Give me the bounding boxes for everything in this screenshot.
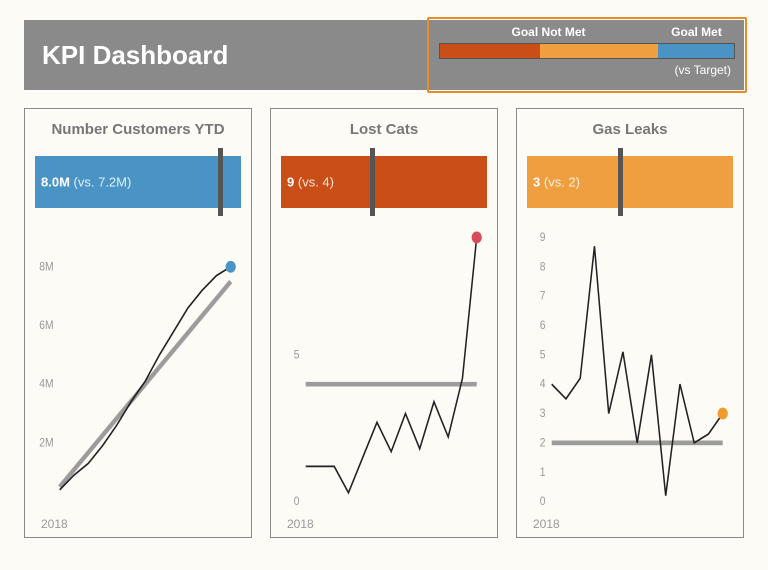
legend-seg-1 bbox=[540, 44, 658, 58]
legend-sub-label: (vs Target) bbox=[439, 63, 735, 77]
svg-text:8: 8 bbox=[540, 261, 546, 274]
card-lost-cats: Lost Cats 9 (vs. 4) 05 2018 bbox=[270, 108, 498, 538]
bullet-target-customers bbox=[218, 148, 223, 216]
svg-text:3: 3 bbox=[540, 407, 546, 420]
dashboard-header: KPI Dashboard Goal Not Met Goal Met (vs … bbox=[24, 20, 744, 90]
sparkline-gas-leaks: 0 1 2 3 4 5 6 7 8 9 bbox=[527, 228, 733, 511]
bullet-lost-cats: 9 (vs. 4) bbox=[281, 156, 487, 208]
legend-seg-2 bbox=[658, 44, 734, 58]
bullet-target-lost-cats bbox=[370, 148, 375, 216]
legend-labels: Goal Not Met Goal Met bbox=[439, 25, 735, 39]
year-lost-cats: 2018 bbox=[287, 517, 487, 531]
legend-seg-0 bbox=[440, 44, 540, 58]
bullet-vs-customers: (vs. 7.2M) bbox=[74, 175, 132, 190]
svg-text:9: 9 bbox=[540, 231, 546, 244]
svg-text:2M: 2M bbox=[39, 437, 53, 450]
page-title: KPI Dashboard bbox=[42, 40, 228, 71]
svg-text:0: 0 bbox=[540, 496, 546, 509]
svg-text:6: 6 bbox=[540, 319, 546, 332]
year-gas-leaks: 2018 bbox=[533, 517, 733, 531]
card-gas-leaks: Gas Leaks 3 (vs. 2) 0 1 2 3 4 5 6 7 8 9 2018 bbox=[516, 108, 744, 538]
svg-text:5: 5 bbox=[294, 349, 300, 362]
bullet-text-customers: 8.0M (vs. 7.2M) bbox=[41, 175, 131, 190]
bullet-value-gas-leaks: 3 bbox=[533, 175, 540, 190]
bullet-vs-gas-leaks: (vs. 2) bbox=[544, 175, 580, 190]
legend-not-met-label: Goal Not Met bbox=[439, 25, 658, 39]
svg-text:4: 4 bbox=[540, 378, 546, 391]
bullet-value-customers: 8.0M bbox=[41, 175, 70, 190]
svg-text:0: 0 bbox=[294, 496, 300, 509]
bullet-text-gas-leaks: 3 (vs. 2) bbox=[533, 175, 580, 190]
legend-box: Goal Not Met Goal Met (vs Target) bbox=[427, 17, 747, 93]
svg-text:4M: 4M bbox=[39, 378, 53, 391]
svg-text:8M: 8M bbox=[39, 261, 53, 274]
cards-row: Number Customers YTD 8.0M (vs. 7.2M) 2M 4… bbox=[24, 108, 744, 538]
bullet-target-gas-leaks bbox=[618, 148, 623, 216]
bullet-vs-lost-cats: (vs. 4) bbox=[298, 175, 334, 190]
card-title-customers: Number Customers YTD bbox=[35, 121, 241, 138]
bullet-value-lost-cats: 9 bbox=[287, 175, 294, 190]
bullet-text-lost-cats: 9 (vs. 4) bbox=[287, 175, 334, 190]
card-title-lost-cats: Lost Cats bbox=[281, 121, 487, 138]
svg-text:6M: 6M bbox=[39, 319, 53, 332]
sparkline-lost-cats: 05 bbox=[281, 228, 487, 511]
card-title-gas-leaks: Gas Leaks bbox=[527, 121, 733, 138]
svg-text:5: 5 bbox=[540, 349, 546, 362]
bullet-customers: 8.0M (vs. 7.2M) bbox=[35, 156, 241, 208]
bullet-gas-leaks: 3 (vs. 2) bbox=[527, 156, 733, 208]
card-customers: Number Customers YTD 8.0M (vs. 7.2M) 2M 4… bbox=[24, 108, 252, 538]
year-customers: 2018 bbox=[41, 517, 241, 531]
svg-text:7: 7 bbox=[540, 290, 546, 303]
legend-met-label: Goal Met bbox=[658, 25, 735, 39]
svg-text:2: 2 bbox=[540, 437, 546, 450]
legend-bar bbox=[439, 43, 735, 59]
sparkline-customers: 2M 4M 6M 8M bbox=[35, 228, 241, 511]
svg-text:1: 1 bbox=[540, 466, 546, 479]
